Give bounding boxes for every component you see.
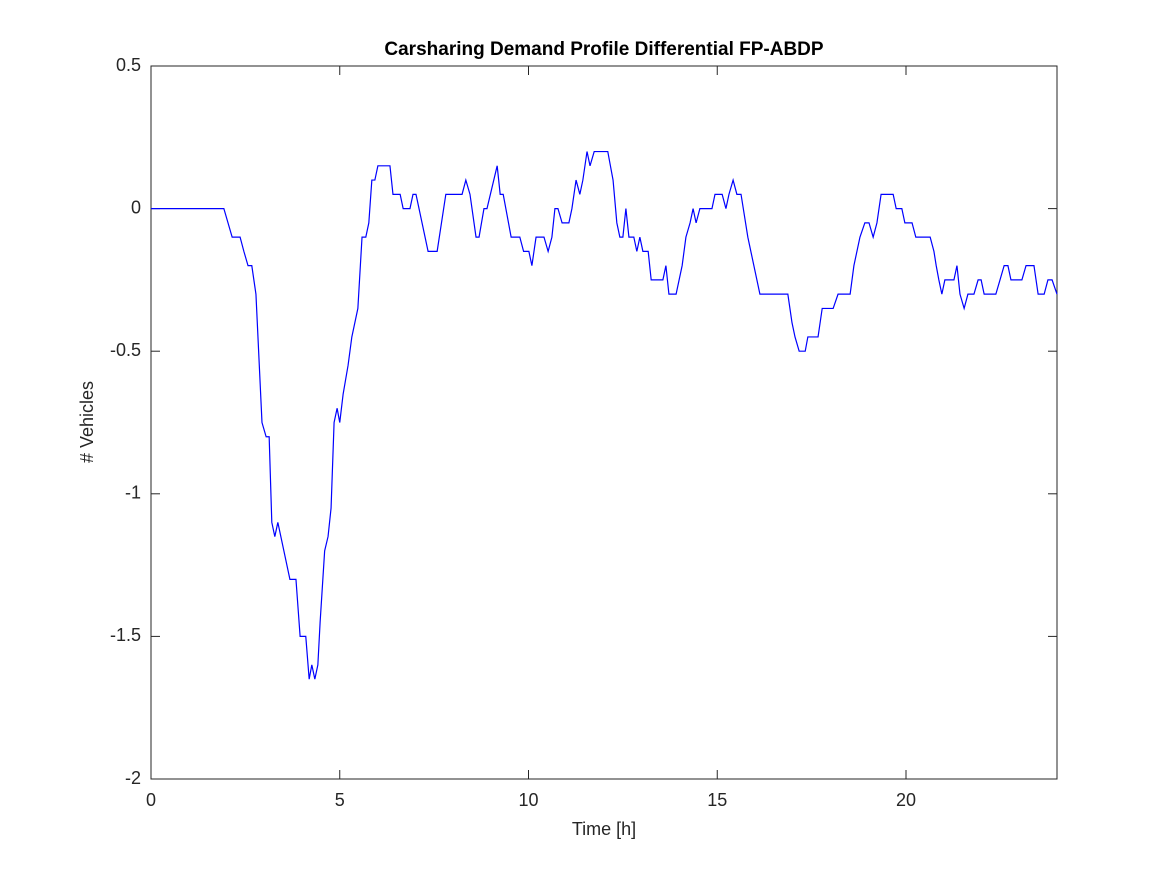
y-tick-label: -1 — [125, 483, 141, 503]
plot-box — [150, 65, 1058, 780]
chart-title: Carsharing Demand Profile Differential F… — [384, 39, 824, 60]
y-tick-label: 0.5 — [116, 55, 141, 75]
y-tick-label: 0 — [131, 197, 141, 217]
y-axis-label: # Vehicles — [77, 381, 97, 463]
x-tick-label: 20 — [896, 790, 916, 810]
x-tick-label: 0 — [146, 790, 156, 810]
x-axis-label: Time [h] — [572, 819, 636, 839]
data-line — [151, 150, 1058, 680]
x-tick-label: 5 — [335, 790, 345, 810]
x-tick-label: 15 — [707, 790, 727, 810]
y-tick-label: -1.5 — [110, 625, 141, 645]
y-tick-label: -0.5 — [110, 340, 141, 360]
y-tick-label: -2 — [125, 768, 141, 788]
x-tick-label: 10 — [518, 790, 538, 810]
